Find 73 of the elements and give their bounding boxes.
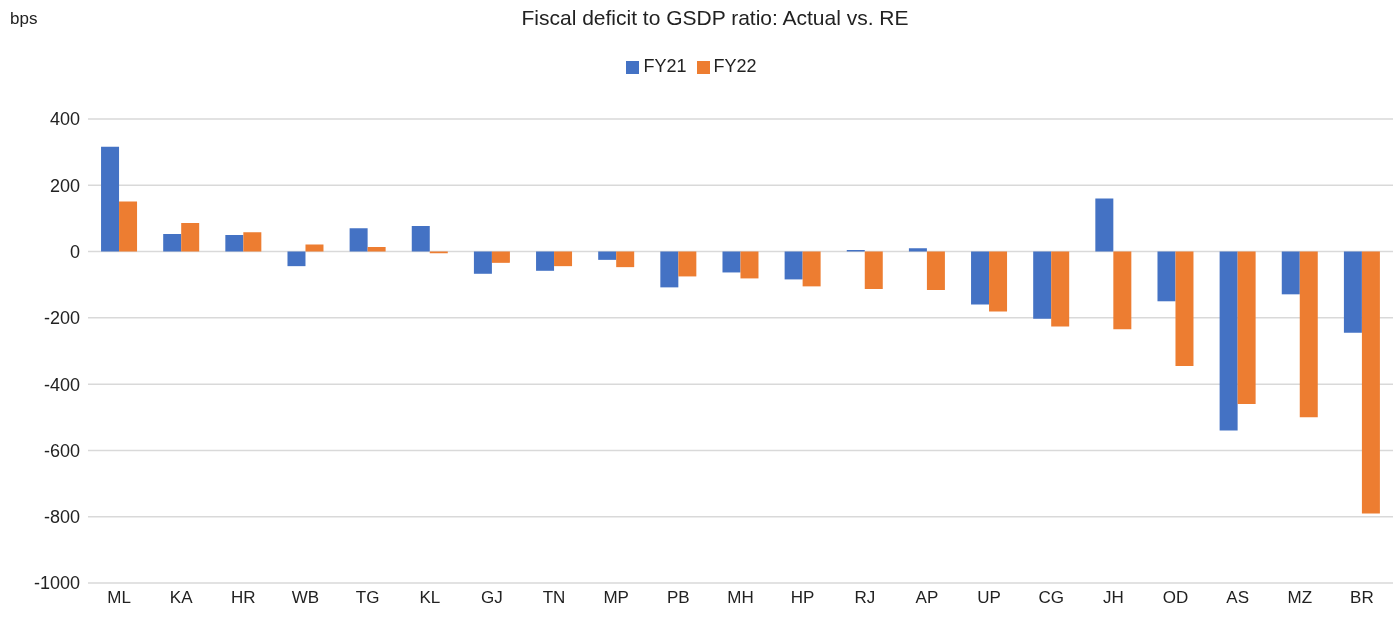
bar — [1113, 251, 1132, 330]
bar — [473, 251, 492, 274]
x-tick-label: AS — [1226, 588, 1249, 608]
y-tick-label: -600 — [43, 440, 80, 461]
bar — [554, 251, 573, 267]
x-tick-label: JH — [1102, 588, 1124, 608]
bar — [101, 146, 120, 252]
bar — [119, 201, 138, 252]
x-tick-label: UP — [977, 588, 1001, 608]
x-tick-label: HP — [790, 588, 815, 608]
x-tick-label: KA — [169, 588, 194, 608]
x-tick-label: MH — [727, 588, 754, 608]
y-tick-label: 400 — [49, 109, 80, 130]
x-tick-label: TG — [355, 588, 380, 608]
x-tick-label: OD — [1162, 588, 1189, 608]
bar — [1033, 251, 1052, 319]
y-tick-label: 0 — [69, 241, 80, 262]
bar — [598, 251, 617, 260]
x-tick-label: AP — [915, 588, 939, 608]
bar — [1237, 251, 1256, 405]
bar — [1157, 251, 1176, 302]
bar — [411, 226, 430, 252]
x-tick-label: BR — [1350, 588, 1374, 608]
y-tick-label: -200 — [43, 308, 80, 329]
y-tick-label: -400 — [43, 374, 80, 395]
bar — [660, 251, 679, 288]
bar — [225, 235, 244, 252]
x-tick-label: HR — [231, 588, 256, 608]
bar — [784, 251, 803, 280]
bar — [1281, 251, 1300, 295]
bar — [349, 228, 368, 252]
x-tick-label: RJ — [854, 588, 876, 608]
bar — [1175, 251, 1194, 366]
bar — [971, 251, 990, 305]
bar — [1095, 198, 1114, 252]
legend-label: FY21 — [643, 56, 687, 76]
x-tick-label: CG — [1038, 588, 1064, 608]
bar — [1343, 251, 1362, 333]
y-axis-title: bps — [10, 9, 38, 29]
bar — [1219, 251, 1238, 431]
bar — [802, 251, 821, 287]
bar — [989, 251, 1008, 312]
bar — [181, 223, 200, 252]
bar — [305, 244, 324, 252]
chart-title: Fiscal deficit to GSDP ratio: Actual vs. RE — [521, 6, 909, 29]
bar — [908, 248, 927, 252]
bar — [926, 251, 945, 291]
bar — [864, 251, 883, 290]
y-tick-label: -800 — [43, 507, 80, 528]
bar — [1299, 251, 1318, 418]
x-tick-label: KL — [419, 588, 441, 608]
y-tick-label: -1000 — [33, 573, 80, 594]
bar — [1361, 251, 1380, 514]
legend-label: FY22 — [713, 56, 757, 76]
x-tick-label: TN — [542, 588, 566, 608]
bar — [163, 234, 182, 252]
x-tick-label: GJ — [481, 588, 503, 608]
x-tick-label: PB — [667, 588, 690, 608]
bar — [491, 251, 510, 263]
x-tick-label: ML — [107, 588, 131, 608]
bar — [243, 232, 262, 252]
bar — [740, 251, 759, 279]
x-tick-label: MP — [603, 588, 629, 608]
x-tick-label: MZ — [1287, 588, 1313, 608]
bar — [1051, 251, 1070, 327]
bar — [367, 246, 386, 252]
bar — [287, 251, 306, 267]
bar — [536, 251, 555, 271]
y-tick-label: 200 — [49, 175, 80, 196]
bar — [616, 251, 635, 268]
bar — [678, 251, 697, 277]
x-tick-label: WB — [291, 588, 320, 608]
bar — [722, 251, 741, 273]
